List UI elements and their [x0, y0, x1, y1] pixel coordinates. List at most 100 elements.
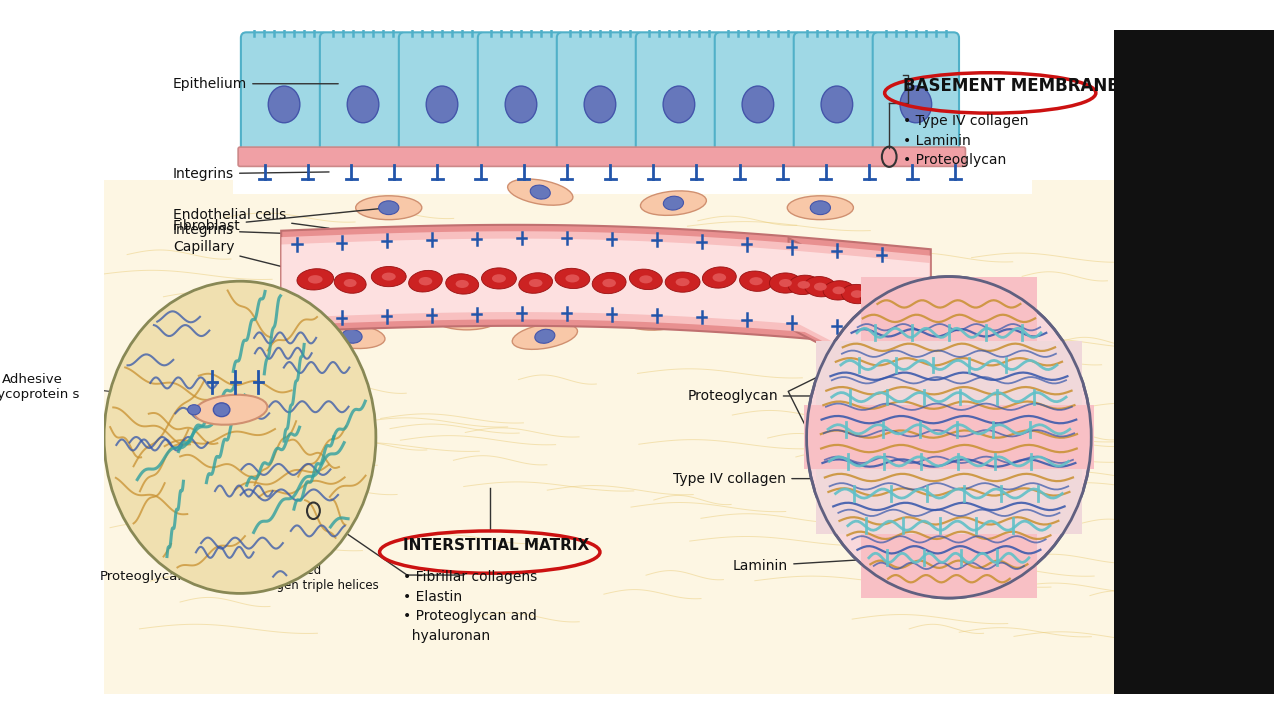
Ellipse shape [645, 18, 652, 25]
Ellipse shape [334, 273, 366, 293]
Ellipse shape [576, 18, 583, 25]
Ellipse shape [596, 18, 604, 25]
Ellipse shape [734, 18, 741, 25]
Ellipse shape [626, 18, 634, 25]
FancyBboxPatch shape [238, 147, 966, 167]
Text: Laminin: Laminin [733, 557, 910, 573]
Ellipse shape [636, 311, 656, 325]
Ellipse shape [724, 18, 731, 25]
Ellipse shape [685, 18, 693, 25]
Ellipse shape [566, 274, 580, 282]
Ellipse shape [260, 18, 268, 25]
Ellipse shape [854, 18, 861, 25]
Ellipse shape [888, 298, 899, 305]
Ellipse shape [297, 269, 334, 290]
Ellipse shape [902, 18, 910, 25]
Ellipse shape [702, 267, 736, 288]
Ellipse shape [832, 287, 845, 294]
Ellipse shape [428, 18, 436, 25]
Ellipse shape [823, 18, 831, 25]
Ellipse shape [912, 18, 920, 25]
Ellipse shape [194, 395, 268, 425]
Ellipse shape [468, 18, 476, 25]
Ellipse shape [213, 403, 229, 416]
Text: • Type IV collagen
• Laminin
• Proteoglycan: • Type IV collagen • Laminin • Proteogly… [903, 114, 1028, 167]
Text: BASEMENT MEMBRANE: BASEMENT MEMBRANE [903, 77, 1119, 95]
Ellipse shape [371, 266, 406, 287]
Ellipse shape [507, 179, 573, 205]
Ellipse shape [433, 306, 499, 330]
Ellipse shape [641, 191, 706, 215]
Ellipse shape [301, 18, 308, 25]
Ellipse shape [899, 86, 931, 123]
Ellipse shape [662, 86, 694, 123]
Ellipse shape [348, 86, 378, 123]
Ellipse shape [882, 18, 889, 25]
Ellipse shape [787, 195, 854, 219]
Ellipse shape [778, 279, 792, 287]
Ellipse shape [789, 275, 819, 295]
Ellipse shape [820, 86, 852, 123]
Ellipse shape [613, 306, 679, 330]
Ellipse shape [879, 292, 908, 311]
Polygon shape [282, 231, 930, 343]
Ellipse shape [893, 297, 922, 315]
Ellipse shape [448, 18, 456, 25]
Ellipse shape [892, 18, 899, 25]
Ellipse shape [617, 18, 624, 25]
Ellipse shape [555, 269, 590, 289]
Ellipse shape [769, 273, 801, 293]
Ellipse shape [456, 311, 476, 325]
Ellipse shape [349, 18, 357, 25]
Ellipse shape [329, 18, 336, 25]
Ellipse shape [869, 294, 882, 302]
Ellipse shape [823, 281, 855, 300]
Ellipse shape [318, 324, 385, 348]
Ellipse shape [378, 201, 399, 214]
Polygon shape [789, 238, 1018, 447]
Ellipse shape [359, 18, 367, 25]
Bar [104, 30, 1115, 694]
Ellipse shape [527, 18, 535, 25]
Ellipse shape [311, 18, 318, 25]
Text: Capillary: Capillary [173, 240, 329, 279]
Ellipse shape [419, 277, 432, 285]
Text: Integrins: Integrins [250, 358, 308, 371]
Ellipse shape [798, 281, 810, 289]
Ellipse shape [705, 18, 713, 25]
Text: • Fibrillar collagens
• Elastin
• Proteoglycan and
  hyaluronan: • Fibrillar collagens • Elastin • Proteo… [403, 571, 536, 643]
Bar [861, 534, 1037, 598]
Text: Fibroblast: Fibroblast [208, 379, 273, 392]
Ellipse shape [446, 274, 479, 294]
Ellipse shape [592, 272, 626, 294]
Ellipse shape [530, 185, 550, 199]
FancyBboxPatch shape [557, 33, 643, 158]
Text: Epithelium: Epithelium [173, 77, 338, 90]
Ellipse shape [529, 279, 543, 287]
Ellipse shape [744, 18, 752, 25]
Ellipse shape [487, 18, 494, 25]
FancyBboxPatch shape [794, 33, 880, 158]
Ellipse shape [833, 18, 841, 25]
FancyBboxPatch shape [399, 33, 485, 158]
Ellipse shape [492, 274, 506, 282]
Ellipse shape [506, 86, 536, 123]
Bar [817, 469, 1082, 534]
FancyBboxPatch shape [320, 33, 406, 158]
Polygon shape [282, 225, 931, 350]
Ellipse shape [629, 269, 662, 290]
Text: Endothelial cells: Endothelial cells [173, 208, 329, 228]
Ellipse shape [851, 290, 864, 298]
Text: Cross-linked
collagen triple helices: Cross-linked collagen triple helices [250, 564, 378, 592]
Ellipse shape [806, 277, 1092, 598]
Ellipse shape [438, 18, 446, 25]
Ellipse shape [675, 18, 683, 25]
Ellipse shape [922, 18, 930, 25]
Ellipse shape [902, 303, 913, 310]
Ellipse shape [380, 18, 387, 25]
Ellipse shape [804, 277, 837, 297]
Ellipse shape [664, 196, 683, 210]
Ellipse shape [187, 405, 200, 415]
Bar [817, 341, 1082, 405]
Ellipse shape [269, 86, 299, 123]
